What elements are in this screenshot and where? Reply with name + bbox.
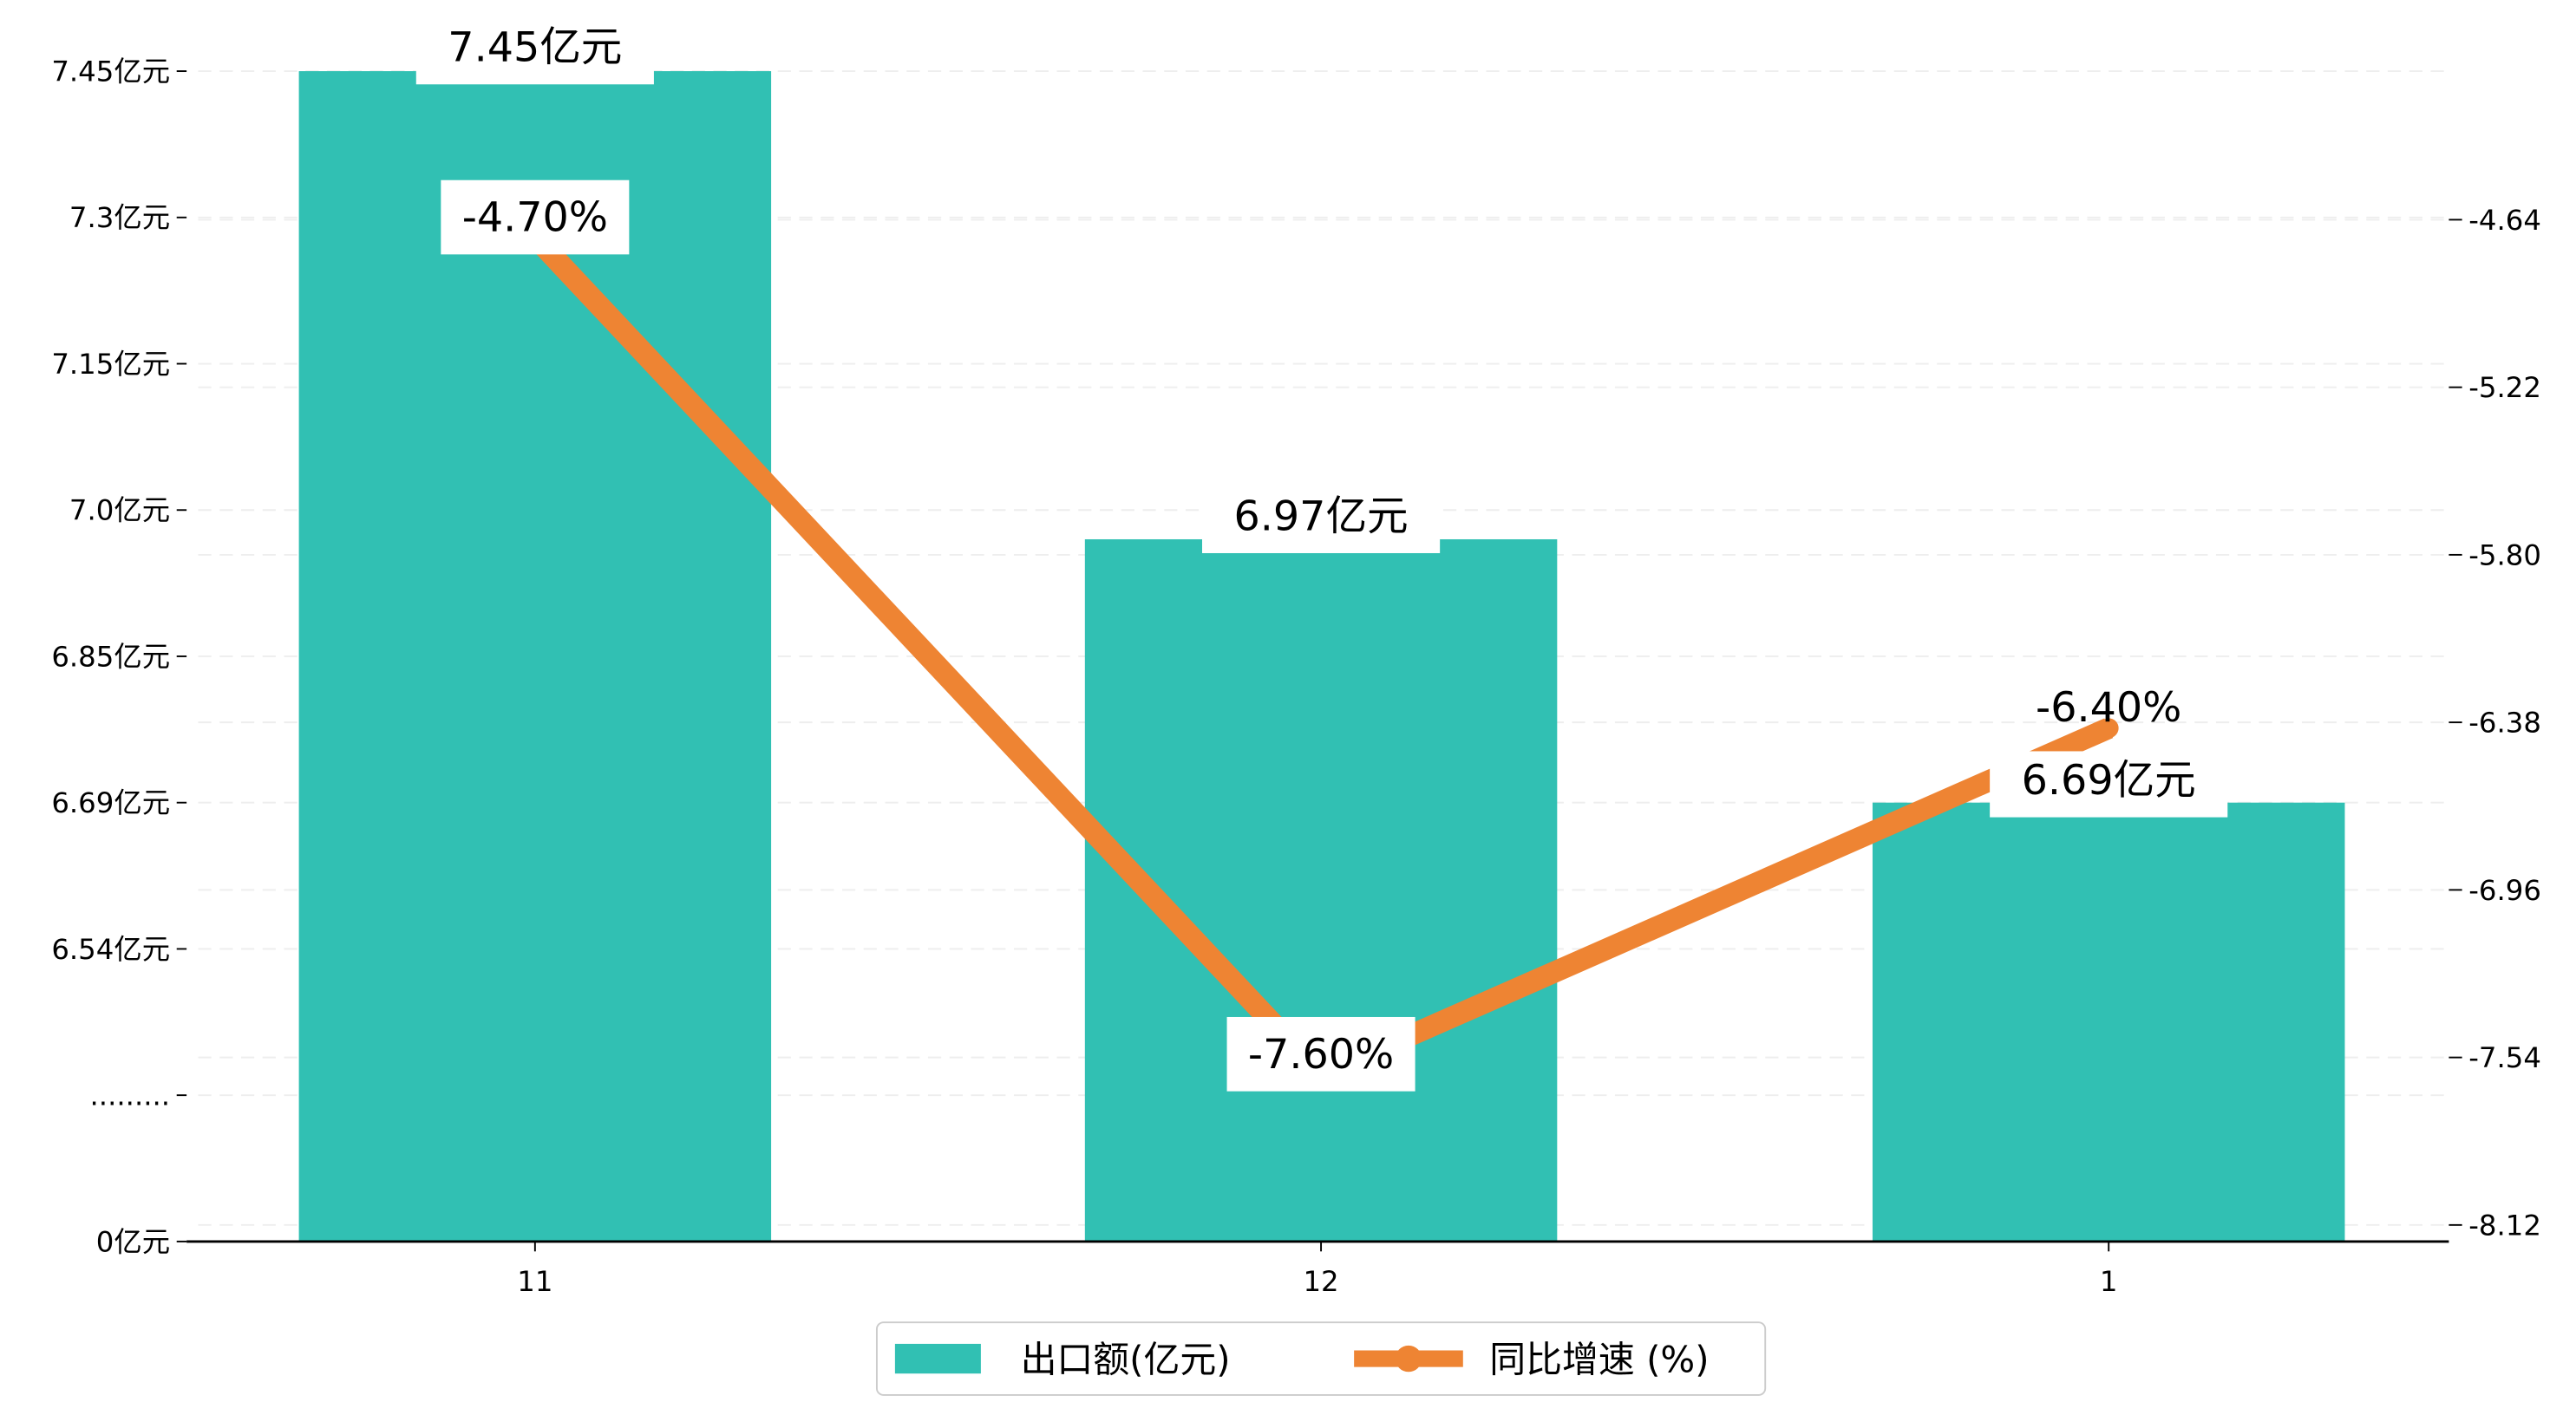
left-tick-label: 6.69亿元 xyxy=(51,786,170,819)
left-tick-label: ......... xyxy=(90,1079,171,1112)
bar-value-label: 6.69亿元 xyxy=(2022,757,2196,805)
bars xyxy=(298,71,2345,1242)
bar-label-bg xyxy=(415,18,654,85)
left-tick-label: 6.54亿元 xyxy=(51,933,170,966)
left-tick-label: 0亿元 xyxy=(96,1225,170,1258)
left-tick-label: 6.85亿元 xyxy=(51,640,170,673)
bar-value-label: 6.97亿元 xyxy=(1234,492,1409,540)
left-tick-label: 7.45亿元 xyxy=(51,55,170,88)
legend: 出口额(亿元) 同比增速 (%) xyxy=(875,1321,1767,1396)
legend-box xyxy=(875,1321,1767,1396)
x-tick-label: 12 xyxy=(1303,1265,1338,1298)
growth-label-bg xyxy=(441,179,630,255)
left-tick-label: 7.15亿元 xyxy=(51,348,170,381)
x-tick-label: 1 xyxy=(2100,1265,2118,1298)
right-tick-label: -5.80 xyxy=(2468,538,2541,571)
bar-label-bg xyxy=(1202,486,1441,553)
x-tick-label: 11 xyxy=(517,1265,552,1298)
bar-12 xyxy=(1084,538,1558,1242)
legend-label-export: 出口额(亿元) xyxy=(1021,1338,1231,1380)
growth-value-label: -6.40% xyxy=(2036,684,2181,732)
bar-value-label: 7.45亿元 xyxy=(448,24,622,72)
legend-swatch-bar xyxy=(894,1343,981,1374)
legend-marker xyxy=(1395,1345,1422,1373)
right-tick-label: -4.64 xyxy=(2468,204,2541,237)
right-tick-label: -6.38 xyxy=(2468,707,2541,740)
right-tick-label: -7.54 xyxy=(2468,1041,2541,1074)
growth-point-1 xyxy=(2098,718,2119,739)
right-tick-label: -5.22 xyxy=(2468,371,2541,404)
data-labels: 7.45亿元 6.97亿元 6.69亿元 -4.70% -7.60% -6.40% xyxy=(415,18,2228,1092)
growth-value-label: -7.60% xyxy=(1248,1031,1394,1079)
left-tick-label: 7.0亿元 xyxy=(69,494,170,527)
legend-label-growth: 同比增速 (%) xyxy=(1489,1338,1709,1380)
bar-label-bg xyxy=(1990,751,2228,818)
growth-label-bg xyxy=(1226,1016,1415,1092)
bar-1 xyxy=(1872,802,2345,1242)
axes: 7.45亿元 7.3亿元 7.15亿元 7.0亿元 6.85亿元 6.69亿元 6.54亿元… xyxy=(51,55,2541,1298)
bar-11 xyxy=(298,71,772,1242)
right-tick-label: -6.96 xyxy=(2468,874,2541,907)
left-tick-label: 7.3亿元 xyxy=(69,201,170,234)
right-tick-label: -8.12 xyxy=(2468,1209,2541,1242)
growth-value-label: -4.70% xyxy=(462,194,608,242)
